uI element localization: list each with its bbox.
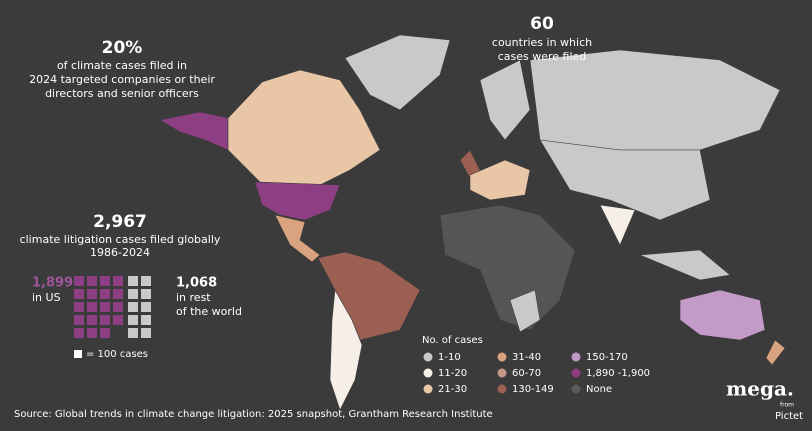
waffle-square (113, 315, 123, 325)
legend-swatch (423, 368, 433, 378)
legend-label: None (586, 384, 612, 395)
legend-label: 1,890 -1,900 (586, 368, 650, 379)
waffle-square (74, 328, 84, 338)
legend-swatch (497, 352, 507, 362)
waffle-square (100, 302, 110, 312)
logo-from: from (780, 402, 794, 409)
stat-text: climate litigation cases filed globally (20, 233, 221, 246)
stat-text: cases were filed (498, 50, 587, 63)
stat-text: countries in which (492, 36, 592, 49)
waffle-square (100, 289, 110, 299)
legend-label: 21-30 (438, 384, 467, 395)
legend-swatch (497, 368, 507, 378)
stat-text: 1986-2024 (90, 246, 150, 259)
waffle-square (100, 328, 110, 338)
legend-label: 11-20 (438, 368, 467, 379)
waffle-square (74, 289, 84, 299)
waffle-square (141, 276, 151, 286)
waffle-square (100, 276, 110, 286)
waffle (74, 276, 151, 338)
waffle-square (113, 289, 123, 299)
rest-stat: 1,068 (176, 276, 217, 291)
legend-swatch (571, 368, 581, 378)
legend-label: 130-149 (512, 384, 554, 395)
logo-brand: Pictet (775, 411, 803, 422)
waffle-square (141, 315, 151, 325)
waffle-square (128, 276, 138, 286)
unit-label: = 100 cases (86, 349, 148, 360)
waffle-square (87, 289, 97, 299)
legend: 1-10 11-20 21-30 31-40 60-70 130-149 150-170 1,… (423, 352, 650, 395)
stat: 60 (530, 14, 554, 34)
waffle-square (87, 328, 97, 338)
waffle-square (141, 302, 151, 312)
waffle-square (128, 328, 138, 338)
world-map (159, 34, 786, 411)
stat-text: of climate cases filed in (57, 59, 187, 72)
stat-text: 2024 targeted companies or their (29, 73, 215, 86)
rest-label: in rest (176, 291, 211, 304)
legend-label: 31-40 (512, 352, 541, 363)
legend-swatch (497, 384, 507, 394)
waffle-square (87, 302, 97, 312)
stat-text: directors and senior officers (45, 87, 199, 100)
waffle-square (128, 315, 138, 325)
legend-swatch (423, 352, 433, 362)
legend-swatch (571, 384, 581, 394)
legend-swatch (423, 384, 433, 394)
waffle-square (74, 276, 84, 286)
us-label: in US (32, 291, 61, 304)
waffle-square (128, 289, 138, 299)
legend-label: 150-170 (586, 352, 628, 363)
waffle-square (113, 302, 123, 312)
legend-swatch (571, 352, 581, 362)
waffle-square (87, 276, 97, 286)
waffle-square (74, 302, 84, 312)
waffle-square (100, 315, 110, 325)
waffle-square (74, 315, 84, 325)
stat: 20% (102, 38, 143, 58)
logo: mega. (726, 377, 794, 401)
waffle-square (141, 328, 151, 338)
rest-label: of the world (176, 305, 242, 318)
waffle-square (113, 276, 123, 286)
waffle-square (141, 289, 151, 299)
waffle-square (87, 315, 97, 325)
waffle-square (128, 302, 138, 312)
us-stat: 1,899 (32, 276, 73, 291)
unit-square (74, 350, 82, 358)
legend-title: No. of cases (422, 335, 483, 346)
stat: 2,967 (93, 212, 147, 232)
legend-label: 1-10 (438, 352, 461, 363)
legend-label: 60-70 (512, 368, 541, 379)
source: Source: Global trends in climate change … (14, 409, 493, 420)
